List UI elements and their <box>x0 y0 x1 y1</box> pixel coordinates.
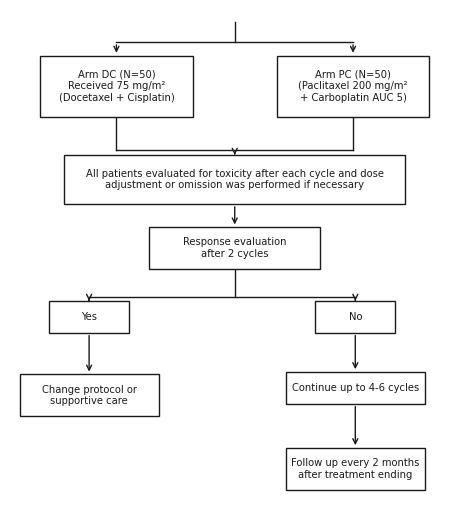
Text: No: No <box>348 312 362 322</box>
Text: Continue up to 4-6 cycles: Continue up to 4-6 cycles <box>292 383 419 393</box>
Bar <box>64 155 405 204</box>
Bar <box>49 301 129 333</box>
Bar <box>40 56 192 117</box>
Text: Arm DC (N=50)
Received 75 mg/m²
(Docetaxel + Cisplatin): Arm DC (N=50) Received 75 mg/m² (Docetax… <box>59 69 174 103</box>
Bar <box>277 56 429 117</box>
Text: All patients evaluated for toxicity after each cycle and dose
adjustment or omis: All patients evaluated for toxicity afte… <box>86 169 384 190</box>
Text: Response evaluation
after 2 cycles: Response evaluation after 2 cycles <box>183 237 286 259</box>
Text: Yes: Yes <box>81 312 97 322</box>
Text: Arm PC (N=50)
(Paclitaxel 200 mg/m²
+ Carboplatin AUC 5): Arm PC (N=50) (Paclitaxel 200 mg/m² + Ca… <box>298 69 408 103</box>
Text: Follow up every 2 months
after treatment ending: Follow up every 2 months after treatment… <box>291 458 419 480</box>
Bar <box>149 227 320 269</box>
Bar <box>316 301 395 333</box>
Bar <box>286 448 425 490</box>
Bar <box>286 372 425 404</box>
Bar <box>20 375 158 416</box>
Text: Change protocol or
supportive care: Change protocol or supportive care <box>42 384 137 406</box>
